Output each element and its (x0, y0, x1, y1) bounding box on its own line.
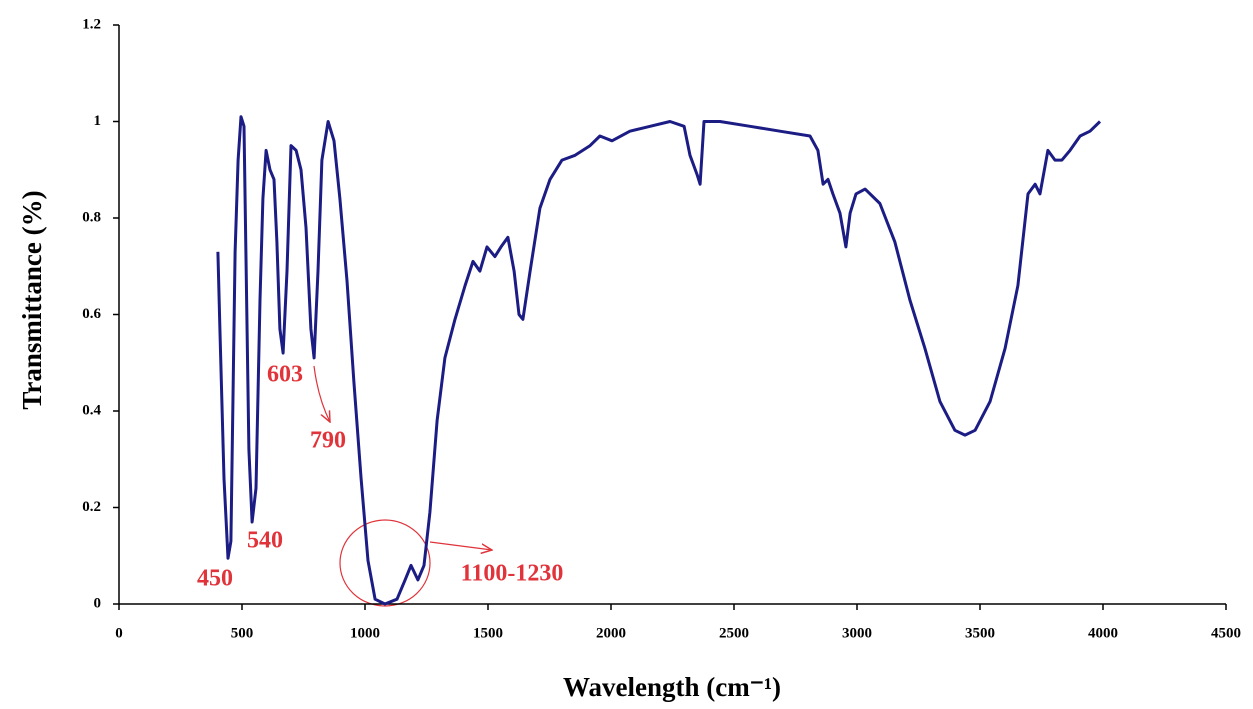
annotation: 1100-1230 (461, 561, 564, 587)
x-tick-label: 500 (231, 625, 254, 641)
y-tick-label: 0.4 (82, 402, 101, 418)
x-tick-label: 1500 (473, 625, 503, 641)
x-tick-label: 3500 (965, 625, 995, 641)
annotation: 540 (247, 528, 283, 554)
y-tick-label: 0.2 (82, 499, 101, 515)
y-tick-label: 0.8 (82, 209, 101, 225)
x-tick-label: 2000 (596, 625, 626, 641)
x-tick-label: 4500 (1211, 625, 1241, 641)
y-tick-label: 1 (94, 113, 102, 129)
y-tick-label: 1.2 (82, 16, 101, 32)
x-tick-label: 2500 (719, 625, 749, 641)
x-tick-label: 4000 (1088, 625, 1118, 641)
x-tick-label: 1000 (350, 625, 380, 641)
highlight-circle (339, 519, 431, 607)
x-tick-label: 3000 (842, 625, 872, 641)
x-tick-label: 0 (115, 625, 123, 641)
annotation-arrow (429, 541, 492, 550)
x-axis-title: Wavelength (cm⁻¹) (563, 672, 781, 702)
annotation-arrow (313, 365, 330, 422)
annotation: 603 (267, 362, 303, 388)
y-tick-label: 0.6 (82, 306, 101, 322)
annotation: 790 (310, 428, 346, 454)
y-axis-title: Transmittance (%) (17, 190, 47, 409)
annotation: 450 (197, 566, 233, 592)
y-tick-label: 0 (94, 595, 102, 611)
spectrum-line (216, 115, 1102, 606)
